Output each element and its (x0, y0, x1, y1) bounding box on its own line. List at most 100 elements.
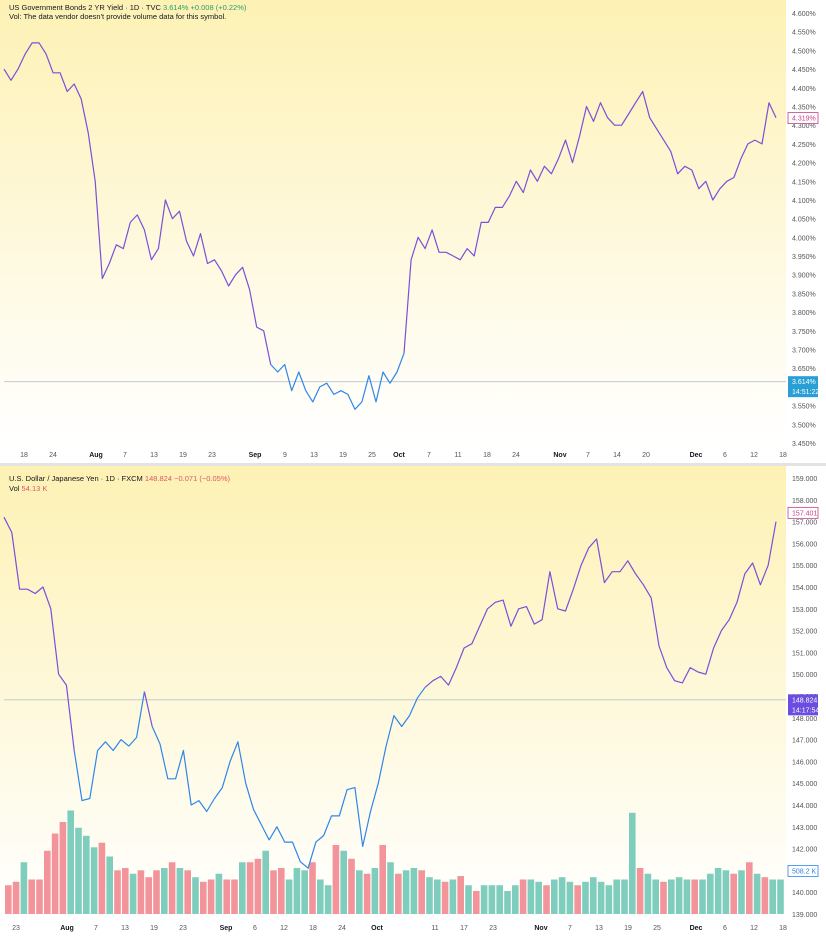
volume-bar (496, 885, 503, 914)
date-tick-label: 24 (49, 452, 57, 459)
volume-bar (527, 879, 535, 914)
price-series-line (424, 521, 777, 688)
yield-legend-last: 3.614% (162, 3, 189, 12)
usdjpy-chart-pane[interactable]: 159.000 158.000 157.000 156.000 155.000 154.0… (0, 466, 826, 936)
price-tick-label: 3.750% (792, 329, 816, 336)
volume-bar (207, 879, 215, 914)
price-tick-label: 147.000 (792, 738, 817, 745)
date-tick-label: 7 (586, 452, 590, 459)
ref-price-tag-bg (787, 506, 819, 519)
price-tick-label: 4.000% (792, 235, 816, 242)
date-tick-label: Oct (371, 925, 383, 932)
volume-bar (488, 885, 496, 914)
volume-bar (480, 885, 488, 914)
last-price-tag-bg (788, 694, 818, 706)
volume-bar (707, 873, 714, 914)
price-tick-label: 144.000 (792, 803, 817, 810)
volume-bar (574, 885, 581, 914)
date-tick-label: 18 (20, 452, 28, 459)
price-tick-label: 142.000 (792, 847, 817, 854)
volume-bar (519, 879, 527, 914)
volume-bar (683, 879, 691, 914)
countdown-tag: 14:51:22 (792, 389, 819, 396)
date-tick-label: 23 (179, 925, 187, 932)
countdown-tag: 14:17:54 (792, 707, 819, 714)
volume-bar (652, 879, 659, 914)
last-price-tag: 3.614% (792, 379, 816, 386)
volume-bar (590, 877, 597, 914)
volume-bar (410, 868, 418, 914)
volume-bar (153, 870, 160, 914)
date-tick-label: 18 (483, 452, 491, 459)
ref-price-tag: 4.319% (792, 116, 816, 123)
volume-bar (379, 845, 386, 914)
usdjpy-legend-last: 148.824 (144, 474, 173, 483)
volume-bar (145, 877, 152, 914)
date-tick-label: 13 (150, 452, 158, 459)
volume-bar (83, 835, 90, 914)
volume-bar (200, 881, 207, 914)
date-tick-label: 7 (427, 452, 431, 459)
volume-bar (75, 827, 82, 914)
yield-legend-title: US Government Bonds 2 YR Yield · 1D · TV… (9, 3, 161, 12)
volume-bar (449, 879, 457, 914)
date-tick-label: Dec (690, 925, 703, 932)
volume-bar (356, 870, 363, 914)
volume-bar (605, 885, 613, 914)
volume-bar (621, 879, 628, 914)
yield-chart[interactable]: 4.600% 4.550% 4.500% 4.450% 4.400% 4.350% 4.30… (0, 0, 826, 463)
price-series-line (270, 353, 405, 410)
volume-bar (184, 870, 191, 914)
date-tick-label: Nov (553, 452, 566, 459)
volume-bar (348, 858, 355, 914)
date-tick-label: 19 (179, 452, 187, 459)
volume-bar (746, 862, 753, 914)
volume-tag-bg (787, 865, 819, 877)
volume-bar (114, 870, 121, 914)
price-tick-label: 4.150% (792, 179, 816, 186)
date-tick-label: Oct (393, 452, 405, 459)
price-tick-label: 4.600% (792, 11, 816, 18)
price-series-line (3, 42, 272, 365)
usdjpy-vol-legend: Vol 54.13 K (9, 484, 47, 493)
volume-bar (332, 845, 340, 914)
volume-bar (44, 850, 51, 914)
price-tick-label: 4.050% (792, 217, 816, 224)
volume-bar (441, 881, 449, 914)
volume-bar (5, 885, 12, 914)
price-tick-label: 139.000 (792, 912, 817, 919)
volume-bar (36, 879, 43, 914)
pane-divider[interactable] (0, 463, 826, 466)
date-tick-label: 25 (368, 452, 376, 459)
volume-bar (512, 885, 519, 914)
date-tick-label: 23 (208, 452, 216, 459)
price-tick-label: 4.200% (792, 161, 816, 168)
price-tick-label: 4.500% (792, 48, 816, 55)
price-tick-label: 154.000 (792, 585, 817, 592)
price-tick-label: 3.650% (792, 366, 816, 373)
volume-bar (722, 870, 730, 914)
volume-bar (543, 885, 550, 914)
volume-bar (644, 873, 652, 914)
volume-bar (98, 842, 106, 914)
yield-chart-pane[interactable]: 4.600% 4.550% 4.500% 4.450% 4.400% 4.350% 4.30… (0, 0, 826, 463)
volume-bar (168, 862, 176, 914)
date-tick-label: 6 (253, 925, 257, 932)
date-tick-label: 19 (150, 925, 158, 932)
date-tick-label: 11 (431, 925, 438, 932)
price-tick-label: 4.300% (792, 123, 816, 130)
volume-bar (473, 891, 480, 914)
volume-bar (28, 879, 35, 914)
price-tick-label: 4.250% (792, 142, 816, 149)
volume-bar (738, 870, 745, 914)
volume-bar (418, 870, 425, 914)
usdjpy-chart[interactable]: 159.000 158.000 157.000 156.000 155.000 154.0… (0, 466, 826, 936)
volume-bar (457, 876, 464, 914)
volume-bar (239, 862, 246, 914)
date-tick-label: 13 (121, 925, 129, 932)
volume-bar (285, 879, 293, 914)
price-tick-label: 4.400% (792, 86, 816, 93)
date-tick-label: 19 (339, 452, 347, 459)
price-tick-label: 3.500% (792, 422, 816, 429)
date-tick-label: 25 (653, 925, 661, 932)
